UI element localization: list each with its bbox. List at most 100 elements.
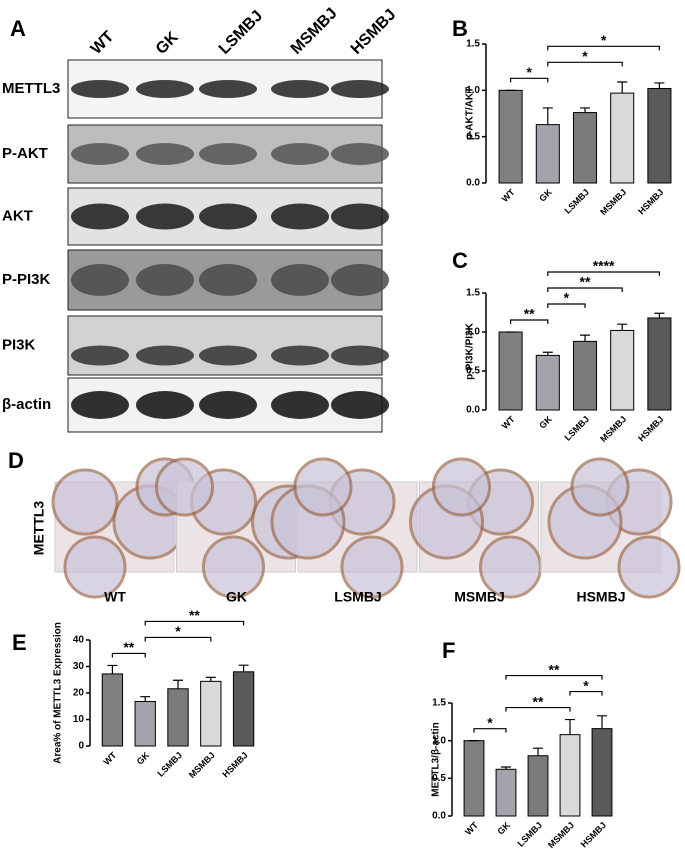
error-bar (580, 334, 590, 342)
significance-label: * (564, 290, 570, 306)
blot-band (71, 391, 129, 419)
blot-band (136, 264, 194, 296)
significance-label: * (601, 32, 607, 48)
x-tick-label: MSMBJ (187, 750, 217, 780)
y-tick-label: 10 (73, 714, 85, 725)
y-axis-label: METTL3/β-actin (431, 722, 442, 796)
x-tick-label: WT (102, 750, 119, 767)
error-bar (173, 679, 183, 689)
error-bar (140, 696, 151, 702)
bar (463, 740, 485, 817)
blot-band (71, 345, 129, 366)
group-label: WT (104, 589, 126, 605)
bar (610, 92, 635, 184)
x-tick-label: LSMBJ (562, 187, 591, 216)
significance-bracket (547, 61, 623, 67)
blot-band (199, 345, 257, 366)
tubule (570, 457, 630, 517)
y-tick-label: 1.5 (466, 39, 480, 50)
x-tick-label: WT (463, 820, 480, 837)
significance-bracket (473, 728, 507, 733)
error-bar (533, 747, 543, 756)
panel-letter: B (452, 16, 468, 41)
tubule (155, 457, 214, 517)
significance-bracket (144, 636, 212, 642)
x-tick-label: GK (537, 187, 554, 204)
significance-label: ** (549, 661, 560, 677)
y-tick-label: 0.5 (466, 131, 480, 142)
blot-label: METTL3 (2, 80, 60, 97)
group-label: HSMBJ (576, 589, 625, 605)
y-axis-label: p-AKT/AKT (465, 87, 476, 140)
group-label: MSMBJ (454, 589, 505, 605)
error-bar (565, 718, 575, 735)
bar (498, 89, 523, 184)
bar (535, 354, 560, 411)
significance-bracket (505, 674, 603, 680)
bar (591, 728, 613, 817)
y-tick-label: 20 (73, 688, 85, 699)
blot-band (136, 80, 194, 98)
tubule (63, 535, 127, 599)
x-tick-label: LSMBJ (562, 414, 591, 443)
y-tick-label: 30 (73, 661, 85, 672)
significance-bracket (510, 319, 549, 324)
blot-band (271, 203, 329, 230)
significance-label: * (487, 714, 493, 730)
blot-band (199, 143, 257, 165)
significance-bracket (569, 690, 603, 696)
tubule (202, 535, 265, 599)
blot-band (199, 264, 257, 296)
significance-label: ** (580, 274, 591, 290)
bar (498, 331, 523, 411)
bar (495, 768, 517, 817)
panel-letter: C (452, 248, 468, 273)
tubule (293, 457, 353, 517)
x-tick-label: GK (135, 750, 152, 767)
lane-label: LSMBJ (216, 7, 266, 57)
x-tick-label: MSMBJ (598, 187, 628, 217)
error-bar (501, 766, 511, 770)
bar (232, 671, 255, 747)
blot-band (199, 203, 257, 230)
y-tick-label: 0.0 (466, 178, 480, 189)
error-bar (597, 715, 607, 729)
error-bar (205, 676, 216, 682)
blot-band (199, 80, 257, 98)
error-bar (617, 323, 628, 331)
y-tick-label: 1.0 (466, 327, 480, 338)
x-tick-label: GK (495, 820, 512, 837)
blot-band (71, 80, 129, 98)
blot-band (331, 345, 389, 366)
y-tick-label: 0 (78, 741, 84, 752)
blot-band (71, 143, 129, 165)
bar (101, 673, 124, 747)
tubule (51, 468, 119, 536)
x-tick-label: LSMBJ (515, 820, 544, 849)
lane-label: GK (153, 29, 182, 58)
blot-band (136, 143, 194, 165)
significance-bracket (510, 77, 549, 83)
blot-band (331, 264, 389, 296)
x-tick-label: HSMBJ (220, 750, 249, 779)
error-bar (542, 107, 553, 125)
blot-band (136, 391, 194, 419)
bar (647, 87, 672, 184)
bar (572, 340, 598, 411)
lane-label: MSMBJ (288, 5, 341, 58)
y-axis-label: Area% of METTL3 Expression (53, 622, 64, 764)
y-tick-label: 1.0 (466, 85, 480, 96)
blot-label: β-actin (2, 396, 51, 413)
bar (572, 112, 598, 184)
blot-band (271, 264, 329, 296)
panel-letter: D (8, 448, 24, 473)
error-bar (580, 107, 590, 113)
bar (134, 700, 156, 747)
significance-bracket (547, 271, 660, 276)
x-tick-label: GK (537, 414, 554, 431)
y-tick-label: 0.5 (466, 366, 480, 377)
y-tick-label: 1.5 (466, 288, 480, 299)
tubule (340, 535, 404, 599)
blot-band (71, 264, 129, 296)
